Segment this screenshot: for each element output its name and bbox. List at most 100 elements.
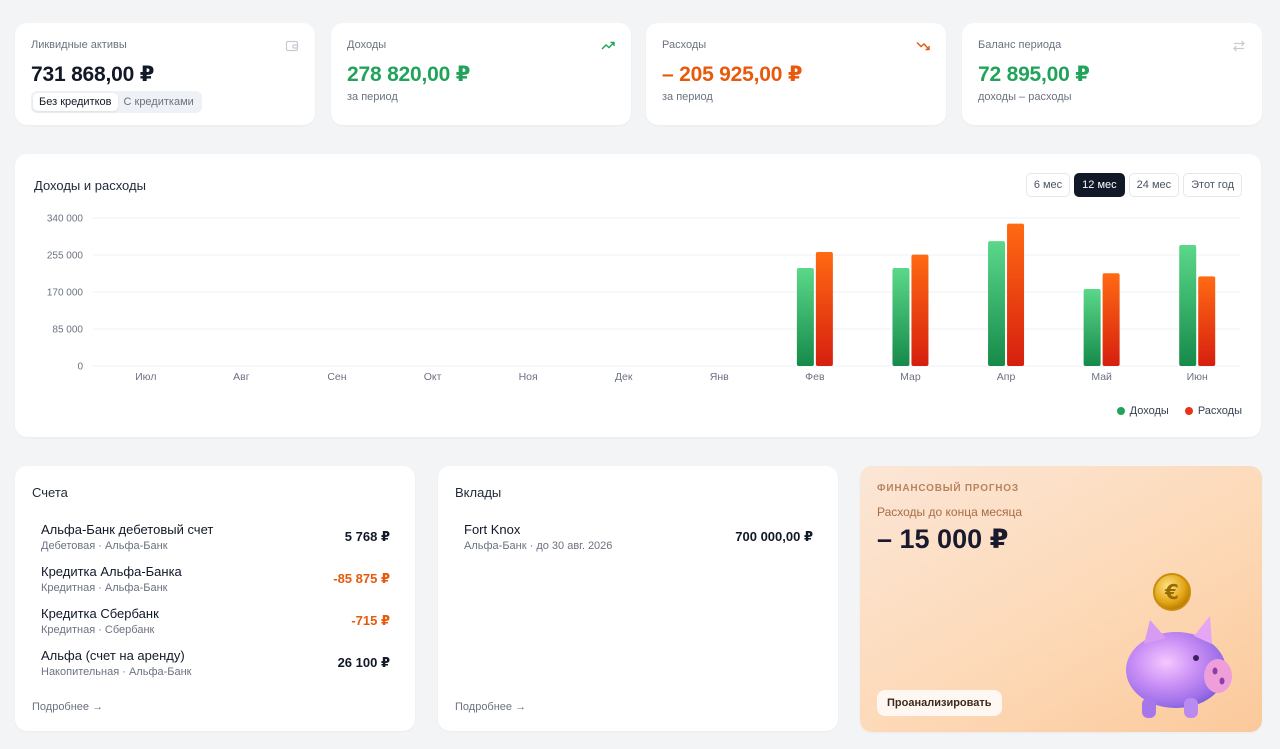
account-name: Кредитка Сбербанк [41, 606, 159, 621]
coin-symbol: € [1164, 580, 1179, 604]
stat-value: 731 868,00 ₽ [31, 63, 155, 86]
period-selector[interactable]: 6 мес 12 мес 24 мес Этот год [1025, 173, 1242, 197]
account-name: Кредитка Альфа-Банка [41, 564, 182, 579]
account-info: Альфа (счет на аренду) Накопительная · А… [41, 648, 192, 678]
bar-income[interactable] [1083, 288, 1101, 366]
stat-sub: доходы – расходы [978, 91, 1072, 103]
stat-sub: за период [347, 91, 398, 103]
credit-toggle[interactable]: Без кредитков С кредитками [31, 91, 202, 113]
account-row[interactable]: Кредитка Сбербанк Кредитная · Сбербанк -… [41, 600, 390, 642]
legend-income-label: Доходы [1129, 405, 1169, 417]
piggy-bank-icon: € [1126, 573, 1232, 718]
bar-expense[interactable] [911, 254, 929, 366]
x-tick-label: Дек [615, 371, 633, 383]
trend-up-icon [601, 41, 615, 50]
deposit-name: Fort Knox [464, 522, 521, 537]
period-12m[interactable]: 12 мес [1074, 173, 1125, 197]
analyze-button[interactable]: Проанализировать [877, 690, 1002, 716]
x-tick-label: Май [1091, 371, 1112, 383]
x-tick-label: Окт [424, 371, 442, 383]
account-sub: Кредитная · Сбербанк [41, 624, 155, 636]
forecast-subtitle: Расходы до конца месяца [877, 505, 1023, 519]
deposits-card: Вклады Fort Knox Альфа-Банк · до 30 авг.… [438, 466, 838, 731]
stat-card-balance: Баланс периода 72 895,00 ₽ доходы – расх… [962, 23, 1262, 125]
chart-legend: Доходы Расходы [1116, 405, 1242, 417]
chart-title: Доходы и расходы [34, 178, 146, 193]
x-tick-label: Авг [233, 371, 250, 383]
legend-expense: Расходы [1184, 405, 1242, 417]
stat-label: Ликвидные активы [31, 39, 127, 51]
stat-label: Доходы [347, 39, 387, 51]
x-tick-label: Июн [1187, 371, 1208, 383]
bar-expense[interactable] [1102, 273, 1120, 366]
account-amount: -85 875 ₽ [333, 571, 390, 586]
bar-expense[interactable] [815, 251, 833, 366]
x-tick-label: Апр [997, 371, 1016, 383]
bar-expense[interactable] [1007, 223, 1025, 366]
account-info: Кредитка Сбербанк Кредитная · Сбербанк [41, 606, 159, 636]
toggle-without-credit[interactable]: Без кредитков [33, 93, 118, 111]
y-tick-label: 0 [77, 362, 83, 373]
x-tick-label: Мар [900, 371, 921, 383]
bar-income[interactable] [988, 241, 1006, 366]
account-row[interactable]: Альфа (счет на аренду) Накопительная · А… [41, 642, 390, 684]
stat-card-expense: Расходы – 205 925,00 ₽ за период [646, 23, 946, 125]
account-info: Альфа-Банк дебетовый счет Дебетовая · Ал… [41, 522, 213, 552]
stat-value: – 205 925,00 ₽ [662, 63, 803, 86]
account-name: Альфа-Банк дебетовый счет [41, 522, 214, 537]
period-this-year[interactable]: Этот год [1183, 173, 1242, 197]
y-tick-label: 170 000 [47, 288, 84, 299]
deposit-row[interactable]: Fort Knox Альфа-Банк · до 30 авг. 2026 7… [464, 516, 813, 558]
y-tick-label: 85 000 [52, 325, 83, 336]
bar-income[interactable] [892, 268, 910, 366]
deposits-list: Fort Knox Альфа-Банк · до 30 авг. 2026 7… [464, 516, 813, 558]
x-tick-label: Июл [135, 371, 156, 383]
legend-income: Доходы [1116, 405, 1169, 417]
deposit-amount: 700 000,00 ₽ [735, 529, 813, 544]
stat-card-liquid-assets: Ликвидные активы 731 868,00 ₽ Без кредит… [15, 23, 315, 125]
deposits-title: Вклады [455, 485, 502, 500]
stat-value: 278 820,00 ₽ [347, 63, 471, 86]
swap-icon [1233, 40, 1245, 52]
accounts-card: Счета Альфа-Банк дебетовый счет Дебетова… [15, 466, 415, 731]
bar-income[interactable] [1179, 244, 1197, 366]
accounts-title: Счета [32, 485, 68, 500]
deposits-more-link[interactable]: Подробнее → [455, 701, 527, 713]
account-name: Альфа (счет на аренду) [41, 648, 185, 663]
account-amount: 5 768 ₽ [344, 529, 390, 544]
bar-expense[interactable] [1198, 276, 1216, 366]
legend-income-dot [1116, 407, 1125, 415]
x-tick-label: Фев [805, 371, 825, 383]
trend-down-icon [916, 42, 930, 51]
x-tick-label: Ноя [519, 371, 538, 383]
wallet-icon [285, 40, 299, 52]
stat-label: Баланс периода [978, 39, 1062, 51]
y-tick-label: 340 000 [47, 214, 84, 225]
account-sub: Дебетовая · Альфа-Банк [41, 540, 168, 552]
y-tick-label: 255 000 [47, 251, 84, 262]
account-sub: Кредитная · Альфа-Банк [41, 582, 168, 594]
legend-expense-dot [1184, 407, 1193, 415]
forecast-card: ФИНАНСОВЫЙ ПРОГНОЗ Расходы до конца меся… [860, 466, 1262, 732]
account-info: Кредитка Альфа-Банка Кредитная · Альфа-Б… [41, 564, 182, 594]
accounts-list: Альфа-Банк дебетовый счет Дебетовая · Ал… [41, 516, 390, 684]
x-tick-label: Сен [327, 371, 346, 383]
deposit-sub: Альфа-Банк · до 30 авг. 2026 [464, 540, 613, 552]
forecast-value: – 15 000 ₽ [877, 524, 1009, 554]
account-row[interactable]: Кредитка Альфа-Банка Кредитная · Альфа-Б… [41, 558, 390, 600]
income-expense-chart-card: Доходы и расходы 6 мес 12 мес 24 мес Это… [15, 154, 1261, 437]
accounts-more-link[interactable]: Подробнее → [32, 701, 104, 713]
toggle-with-credit[interactable]: С кредитками [123, 96, 194, 108]
account-sub: Накопительная · Альфа-Банк [41, 666, 192, 678]
deposit-info: Fort Knox Альфа-Банк · до 30 авг. 2026 [464, 522, 612, 552]
account-row[interactable]: Альфа-Банк дебетовый счет Дебетовая · Ал… [41, 516, 390, 558]
bar-income[interactable] [796, 268, 814, 366]
period-24m[interactable]: 24 мес [1128, 173, 1180, 197]
bar-chart: 340 000 255 000 170 000 85 000 0 Июл Авг Сен Ок… [47, 214, 1240, 383]
account-amount: 26 100 ₽ [337, 655, 390, 670]
stat-value: 72 895,00 ₽ [978, 63, 1090, 86]
x-tick-label: Янв [710, 371, 729, 383]
period-6m[interactable]: 6 мес [1025, 173, 1071, 197]
stat-card-income: Доходы 278 820,00 ₽ за период [331, 23, 631, 125]
account-amount: -715 ₽ [351, 613, 390, 628]
